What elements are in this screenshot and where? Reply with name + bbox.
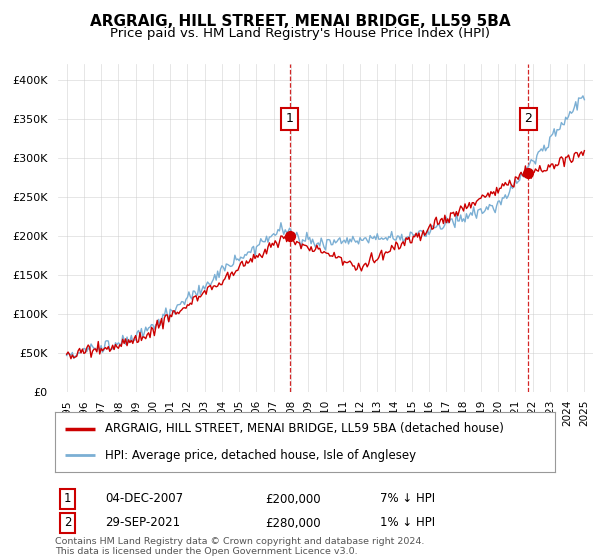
Text: HPI: Average price, detached house, Isle of Anglesey: HPI: Average price, detached house, Isle… [105,449,416,461]
Text: £200,000: £200,000 [265,492,320,506]
Text: Price paid vs. HM Land Registry's House Price Index (HPI): Price paid vs. HM Land Registry's House … [110,27,490,40]
Text: 2: 2 [64,516,71,530]
Text: £280,000: £280,000 [265,516,320,530]
Text: 7% ↓ HPI: 7% ↓ HPI [380,492,435,506]
Text: 04-DEC-2007: 04-DEC-2007 [105,492,183,506]
Text: ARGRAIG, HILL STREET, MENAI BRIDGE, LL59 5BA (detached house): ARGRAIG, HILL STREET, MENAI BRIDGE, LL59… [105,422,504,435]
Text: 1% ↓ HPI: 1% ↓ HPI [380,516,435,530]
Text: 2: 2 [524,112,532,125]
Text: ARGRAIG, HILL STREET, MENAI BRIDGE, LL59 5BA: ARGRAIG, HILL STREET, MENAI BRIDGE, LL59… [89,14,511,29]
Text: 1: 1 [286,112,293,125]
Text: Contains HM Land Registry data © Crown copyright and database right 2024.
This d: Contains HM Land Registry data © Crown c… [55,536,424,556]
Text: 1: 1 [64,492,71,506]
Text: 29-SEP-2021: 29-SEP-2021 [105,516,180,530]
